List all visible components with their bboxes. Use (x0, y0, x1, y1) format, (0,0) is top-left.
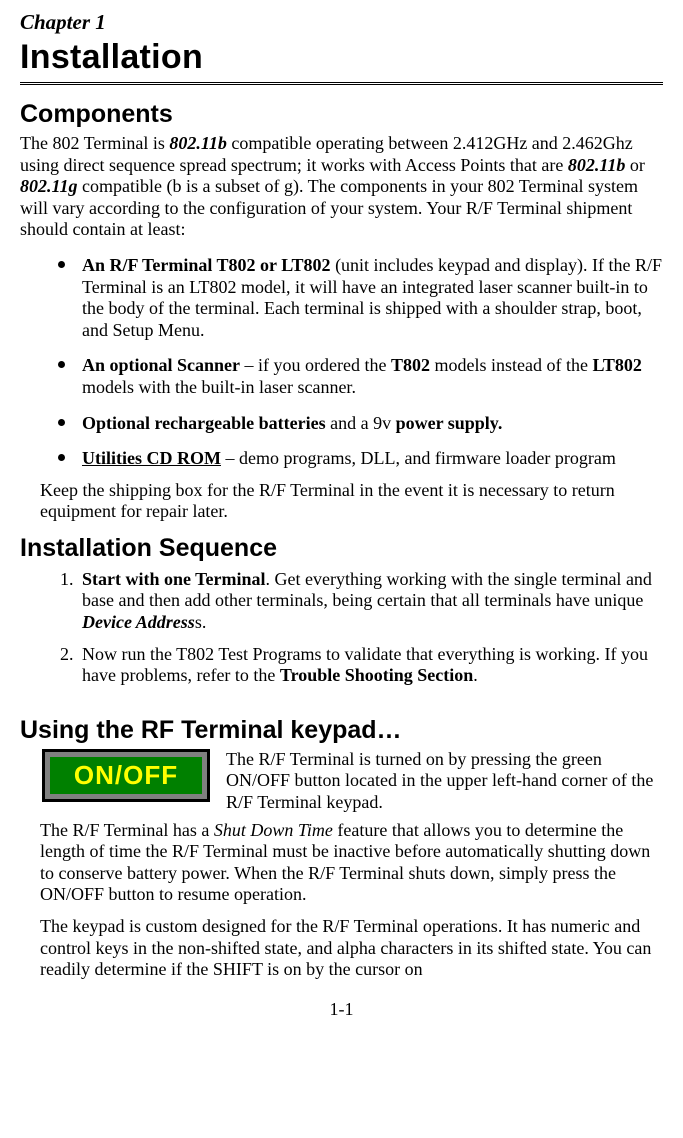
text: models with the built-in laser scanner. (82, 377, 356, 397)
text: or (625, 155, 645, 175)
device-address: Device Address (82, 612, 195, 632)
list-item: Utilities CD ROM – demo programs, DLL, a… (78, 444, 663, 470)
onoff-inner: ON/OFF (50, 757, 202, 794)
list-item: An R/F Terminal T802 or LT802 (unit incl… (78, 251, 663, 341)
text: compatible (b is a subset of g). The com… (20, 176, 638, 239)
item-lead: Utilities CD ROM (82, 448, 221, 468)
components-list: An R/F Terminal T802 or LT802 (unit incl… (20, 251, 663, 470)
text: The R/F Terminal has a (40, 820, 214, 840)
text: s. (195, 612, 207, 632)
title-divider (20, 82, 663, 85)
text: and a 9v (326, 413, 396, 433)
installation-sequence-list: Start with one Terminal. Get everything … (20, 569, 663, 687)
text: – demo programs, DLL, and firmware loade… (221, 448, 616, 468)
text: The 802 Terminal is (20, 133, 169, 153)
list-item: An optional Scanner – if you ordered the… (78, 351, 663, 398)
chapter-label: Chapter 1 (20, 10, 663, 35)
onoff-label: ON/OFF (74, 760, 178, 791)
onoff-button-image: ON/OFF (42, 749, 210, 802)
trouble-shooting: Trouble Shooting Section (280, 665, 473, 685)
keypad-paragraph: The keypad is custom designed for the R/… (40, 916, 663, 981)
ieee-80211b-2: 802.11b (568, 155, 626, 175)
item-lead: Optional rechargeable batteries (82, 413, 326, 433)
model-t802: T802 (391, 355, 430, 375)
list-item: Start with one Terminal. Get everything … (78, 569, 663, 634)
list-item: Now run the T802 Test Programs to valida… (78, 644, 663, 687)
step-lead: Start with one Terminal (82, 569, 266, 589)
shutdown-paragraph: The R/F Terminal has a Shut Down Time fe… (40, 820, 663, 906)
onoff-block: ON/OFF The R/F Terminal is turned on by … (42, 749, 663, 814)
keep-box-note: Keep the shipping box for the R/F Termin… (40, 480, 663, 523)
ieee-80211b: 802.11b (169, 133, 227, 153)
ieee-80211g: 802.11g (20, 176, 78, 196)
power-supply: power supply. (396, 413, 503, 433)
list-item: Optional rechargeable batteries and a 9v… (78, 409, 663, 435)
page-number: 1-1 (20, 999, 663, 1021)
item-lead: An R/F Terminal T802 or LT802 (82, 255, 331, 275)
text: – if you ordered the (240, 355, 391, 375)
components-heading: Components (20, 99, 663, 129)
text: . (473, 665, 478, 685)
components-intro: The 802 Terminal is 802.11b compatible o… (20, 133, 663, 241)
using-keypad-heading: Using the RF Terminal keypad… (20, 715, 663, 745)
chapter-title: Installation (20, 37, 663, 78)
shut-down-time: Shut Down Time (214, 820, 333, 840)
model-lt802: LT802 (592, 355, 641, 375)
installation-sequence-heading: Installation Sequence (20, 533, 663, 563)
text: models instead of the (430, 355, 592, 375)
item-lead: An optional Scanner (82, 355, 240, 375)
